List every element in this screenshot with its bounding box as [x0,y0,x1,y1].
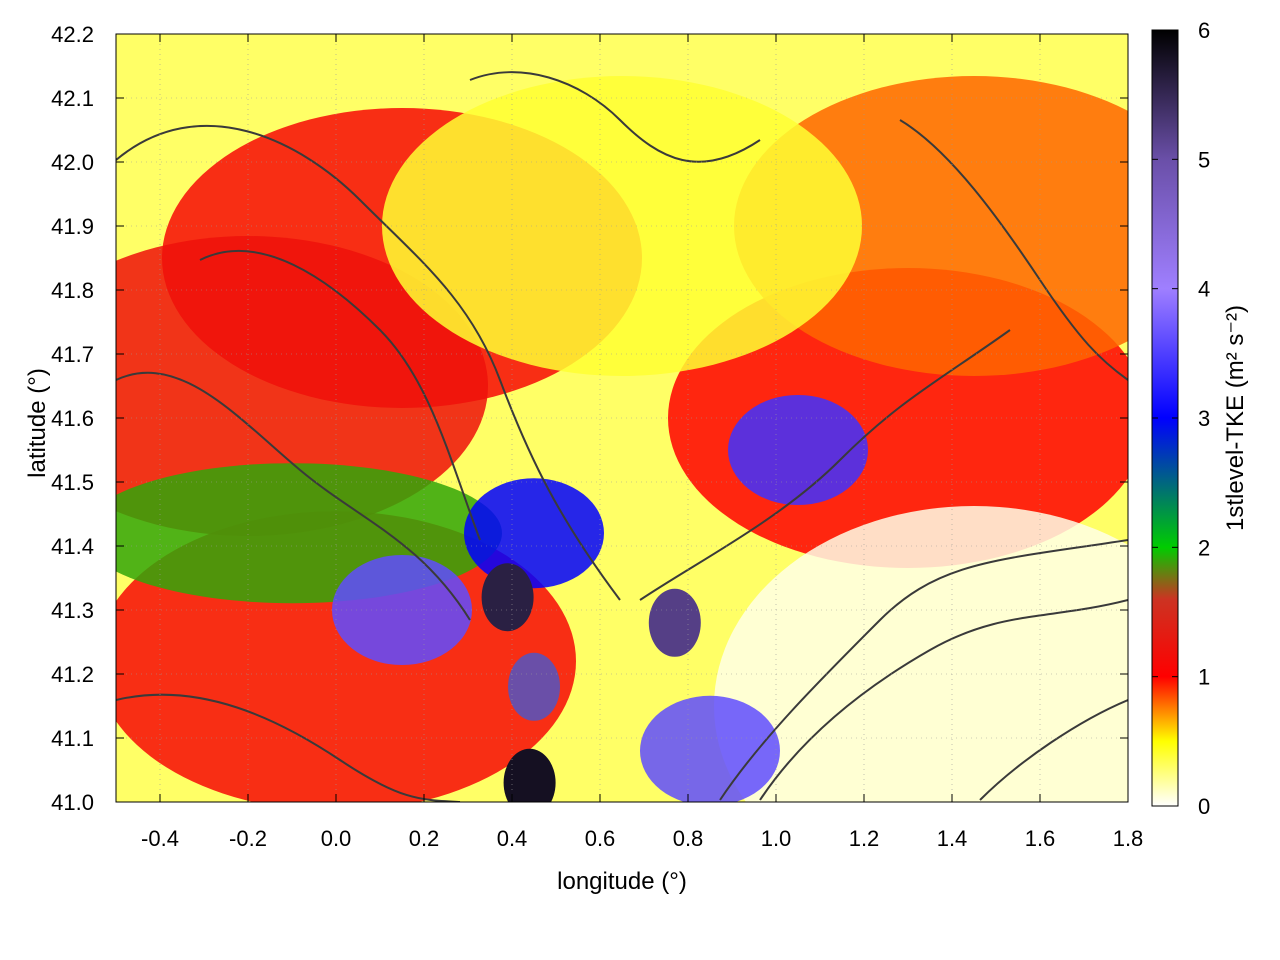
heat-region [116,236,488,536]
y-tick-label: 41.4 [51,534,94,559]
x-tick-label: 0.6 [585,826,616,851]
y-axis: 41.0 41.1 41.2 41.3 41.4 41.5 41.6 41.7 41.8 41.9… [51,22,1128,815]
colorbar-tick-label: 1 [1198,665,1210,690]
heat-region [714,506,1128,802]
y-tick-label: 41.0 [51,790,94,815]
heat-region [728,395,868,505]
y-tick-label: 41.8 [51,278,94,303]
contour-line [719,539,1128,801]
colorbar-label: 1stlevel-TKE (m² s⁻²) [1222,305,1249,531]
x-tick-label: 0.8 [673,826,704,851]
x-tick-label: 1.2 [849,826,880,851]
heat-region [503,748,556,802]
contour-line [899,119,1128,381]
heat-region [481,563,534,632]
x-tick-label: -0.4 [141,826,179,851]
contour-line [469,71,761,163]
contour-line [116,693,461,802]
y-tick-label: 41.7 [51,342,94,367]
contour-line [199,249,481,541]
x-tick-label: 0.0 [321,826,352,851]
x-tick-label: 1.0 [761,826,792,851]
y-tick-label: 42.0 [51,150,94,175]
x-tick-label: 1.4 [937,826,968,851]
x-tick-label: 0.2 [409,826,440,851]
contour-line [116,371,471,621]
heat-region [648,588,701,657]
y-axis-label: latitude (°) [24,368,51,478]
colorbar-ticks: 0 1 2 3 4 5 6 [1152,18,1210,819]
y-tick-label: 41.6 [51,406,94,431]
y-tick-label: 42.2 [51,22,94,47]
y-tick-label: 41.1 [51,726,94,751]
contour-line [759,599,1128,801]
y-tick-label: 41.9 [51,214,94,239]
heat-region [508,652,560,721]
contour-line [639,329,1011,601]
heat-region [464,478,604,589]
colorbar-tick-label: 5 [1198,147,1210,172]
colorbar-tick-label: 3 [1198,406,1210,431]
x-tick-label: -0.2 [229,826,267,851]
contour-line [979,699,1128,801]
colorbar-tick-label: 2 [1198,535,1210,560]
heatmap-field [116,76,1128,802]
colorbar-tick-label: 4 [1198,277,1210,302]
contour-line [116,124,621,601]
x-tick-label: 1.6 [1025,826,1056,851]
x-tick-label: 0.4 [497,826,528,851]
colorbar-tick-label: 0 [1198,794,1210,819]
y-tick-label: 41.2 [51,662,94,687]
x-axis: -0.4 -0.2 0.0 0.2 0.4 0.6 0.8 1.0 1.2 1.4 1.6 1.8 [141,34,1143,851]
heat-region [640,695,780,802]
grid-lines [116,33,1129,803]
colorbar-tick-label: 6 [1198,18,1210,43]
x-tick-label: 1.8 [1113,826,1144,851]
x-axis-label: longitude (°) [557,868,687,895]
y-tick-label: 41.5 [51,470,94,495]
y-tick-label: 41.3 [51,598,94,623]
y-tick-label: 42.1 [51,86,94,111]
contour-lines [116,71,1128,802]
